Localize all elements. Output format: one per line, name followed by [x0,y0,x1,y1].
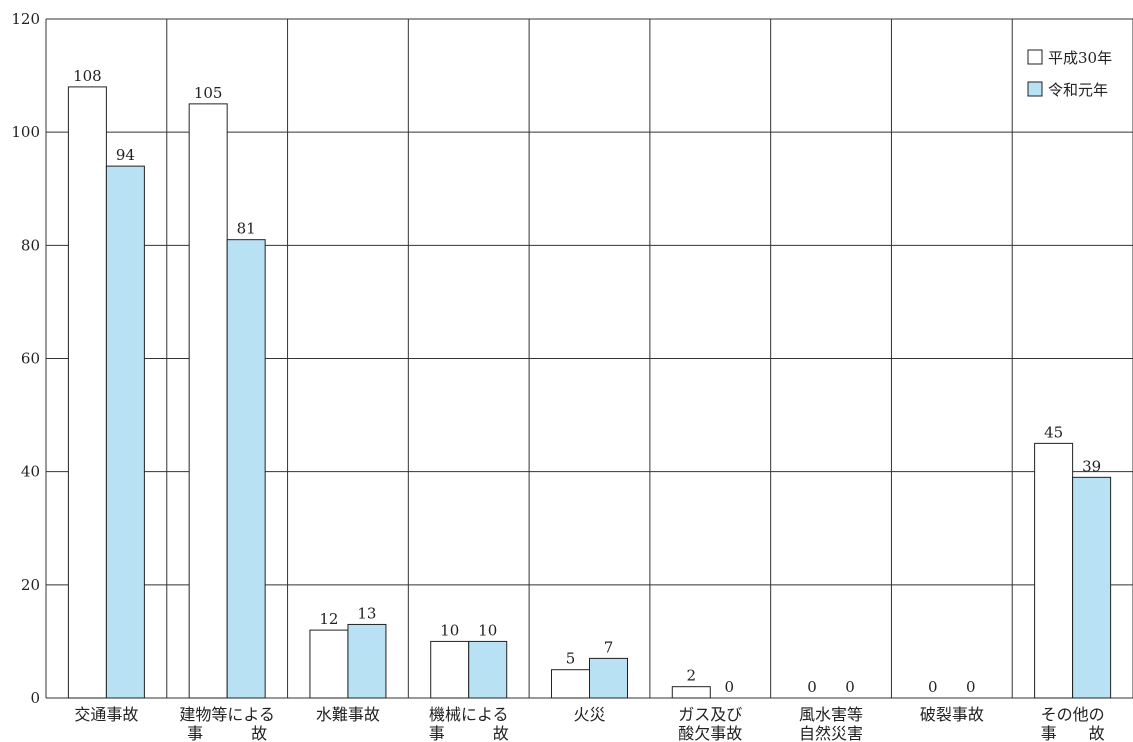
bar-series-1 [67,86,107,699]
category-label: 機械による [429,705,509,724]
bar-series-2 [468,640,508,699]
category-label: 事 故 [187,724,267,742]
category-label: 風水害等 [799,705,863,724]
data-label: 0 [928,678,938,696]
category-label: 自然災害 [799,724,863,742]
category-label: 事 故 [429,724,509,742]
y-axis-ticks: 0 20 40 60 80 100 120 [11,10,40,707]
category-label: 水難事故 [316,705,380,724]
bar-series-2 [347,623,387,699]
bar-series-1 [309,629,349,699]
bars [67,86,1112,699]
category-label: 事 故 [1041,724,1105,742]
data-label: 5 [566,650,576,668]
y-tick-label: 80 [21,236,40,254]
data-label: 39 [1082,457,1101,475]
category-label: 建物等による [179,705,275,724]
bar-series-1 [188,103,228,699]
category-label: その他の [1041,705,1105,724]
y-tick-label: 0 [30,689,40,707]
data-label: 0 [845,678,855,696]
data-label: 13 [357,604,376,622]
data-label: 2 [687,667,697,685]
y-tick-label: 120 [11,10,40,28]
legend-label-series-2: 令和元年 [1048,81,1108,99]
bar-series-2 [1072,476,1112,699]
bar-series-2 [226,239,266,699]
bar-series-1 [1034,442,1074,699]
data-label: 0 [725,678,735,696]
data-label: 94 [116,146,135,164]
bar-series-1 [430,640,470,699]
legend-label-series-1: 平成30年 [1048,49,1112,67]
y-tick-label: 60 [21,350,40,368]
data-label: 10 [440,621,459,639]
data-label: 10 [478,621,497,639]
y-tick-label: 40 [21,463,40,481]
category-label: 破裂事故 [920,705,984,724]
category-label: 火災 [573,705,605,724]
data-label: 7 [604,638,614,656]
data-label: 81 [237,220,256,238]
category-label: ガス及び [678,705,742,724]
bar-series-1 [671,686,711,699]
data-label: 45 [1044,423,1063,441]
category-label: 酸欠事故 [678,724,742,742]
data-label: 108 [73,67,102,85]
legend: 平成30年 令和元年 [1027,49,1112,99]
bar-series-2 [589,657,628,699]
bar-series-2 [105,165,145,699]
data-label: 0 [807,678,817,696]
data-label: 105 [194,84,223,102]
legend-swatch-series-2 [1027,81,1043,97]
category-label: 交通事故 [74,705,138,724]
data-label: 0 [966,678,976,696]
data-label: 12 [319,610,338,628]
legend-swatch-series-1 [1027,49,1043,65]
bar-series-1 [551,669,590,699]
y-tick-label: 100 [11,123,40,141]
y-tick-label: 20 [21,576,40,594]
